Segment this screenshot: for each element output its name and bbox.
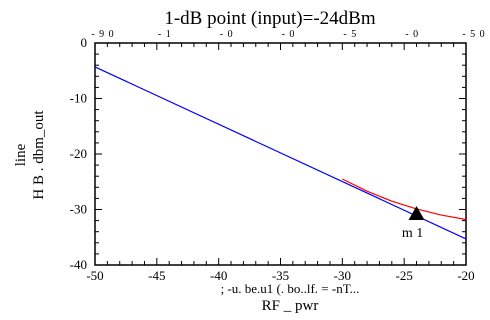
x-tick-label: -20 xyxy=(457,268,474,283)
y-tick-label: -20 xyxy=(70,146,87,161)
x-tick-label: -50 xyxy=(86,268,103,283)
top-tick-label: - 0 xyxy=(405,29,419,40)
y-axis-label-line: line xyxy=(13,143,29,166)
series-line-1 xyxy=(94,66,467,240)
x-tick-label: -25 xyxy=(395,268,412,283)
marker-label: m 1 xyxy=(402,226,423,241)
y-axis-label: H B . dbm_out xyxy=(31,110,47,200)
x-tick-label: -35 xyxy=(272,268,289,283)
x-tick-label: -45 xyxy=(148,268,165,283)
series-lines xyxy=(94,66,467,240)
x-tick-label: -30 xyxy=(334,268,351,283)
y-tick-label: -30 xyxy=(70,202,87,217)
top-tick-label: - 0 xyxy=(282,29,296,40)
marker-triangle xyxy=(408,206,425,221)
x-tick-label: -40 xyxy=(210,268,227,283)
top-tick-label: - 0 xyxy=(220,29,234,40)
y-tick-labels: 0 -10 -20 -30 -40 xyxy=(70,35,87,272)
marker-m1: m 1 xyxy=(402,206,425,241)
top-tick-label: - 9 0 xyxy=(91,29,114,40)
y-tick-label: 0 xyxy=(81,35,88,50)
top-tick-label: - 5 xyxy=(343,29,357,40)
y-tick-label: -40 xyxy=(70,257,87,272)
y-tick-label: -10 xyxy=(70,91,87,106)
tick-marks xyxy=(94,42,467,266)
series-line-2 xyxy=(342,178,467,221)
x-axis-label: RF _ pwr xyxy=(262,298,319,314)
x-tick-labels: -50 -45 -40 -35 -30 -25 -20 xyxy=(86,268,474,283)
top-tick-label: - 1 xyxy=(158,29,172,40)
footer-garbled-text: ; -u. be.u1 (. bo..lf. = -nT... xyxy=(221,281,360,296)
chart-title: 1-dB point (input)=-24dBm xyxy=(164,8,375,29)
top-tick-labels: - 9 0 - 1 - 0 - 0 - 5 - 0 - 5 0 xyxy=(91,29,485,40)
top-tick-label: - 5 0 xyxy=(462,29,485,40)
